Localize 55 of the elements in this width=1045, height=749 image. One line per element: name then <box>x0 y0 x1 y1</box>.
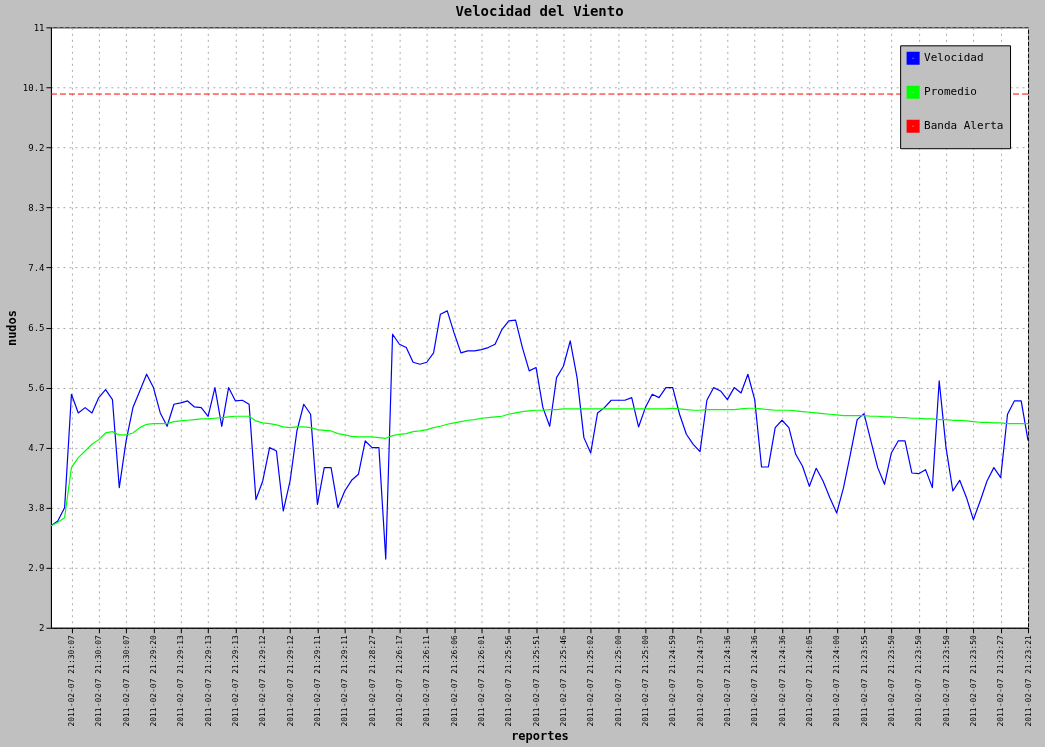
x-tick-label: 2011-02-07 21:24:05 <box>804 635 814 727</box>
x-tick-label: 2011-02-07 21:25:56 <box>504 635 514 727</box>
x-tick-label: 2011-02-07 21:25:00 <box>613 635 623 727</box>
y-tick-label: 6.5 <box>28 323 45 334</box>
x-tick-label: 2011-02-07 21:24:36 <box>722 635 732 727</box>
x-tick-label: 2011-02-07 21:29:13 <box>230 635 240 727</box>
x-tick-label: 2011-02-07 21:29:12 <box>285 635 295 727</box>
x-tick-label: 2011-02-07 21:30:07 <box>94 635 104 727</box>
x-tick-label: 2011-02-07 21:23:50 <box>968 635 978 727</box>
x-tick-label: 2011-02-07 21:24:00 <box>832 635 842 727</box>
line-series <box>50 407 1029 527</box>
legend-label: Velocidad <box>924 51 984 65</box>
x-tick-label: 2011-02-07 21:29:13 <box>203 635 213 727</box>
x-tick-label: 2011-02-07 21:25:51 <box>531 635 541 727</box>
x-tick-label: 2011-02-07 21:25:02 <box>586 635 596 727</box>
x-tick-label: 2011-02-07 21:29:11 <box>340 635 350 727</box>
y-axis-title: nudos <box>4 310 19 347</box>
x-tick-label: 2011-02-07 21:24:37 <box>695 635 705 727</box>
x-tick-label: 2011-02-07 21:23:55 <box>859 635 869 727</box>
x-axis-title: reportes <box>511 728 569 743</box>
x-tick-label: 2011-02-07 21:29:11 <box>312 635 322 727</box>
x-tick-label: 2011-02-07 21:29:20 <box>148 635 158 727</box>
y-tick-label: 4.7 <box>28 443 45 454</box>
y-tick-label: 11 <box>33 22 45 33</box>
legend-label: Promedio <box>924 85 977 99</box>
y-tick-label: 5.6 <box>28 383 45 394</box>
x-tick-label: 2011-02-07 21:25:46 <box>558 635 568 727</box>
x-tick-label: 2011-02-07 21:25:00 <box>640 635 650 727</box>
legend-label: Banda Alerta <box>924 119 1004 133</box>
line-series <box>50 310 1029 560</box>
x-tick-label: 2011-02-07 21:28:27 <box>367 635 377 727</box>
x-tick-label: 2011-02-07 21:23:50 <box>914 635 924 727</box>
x-tick-label: 2011-02-07 21:30:07 <box>66 635 76 727</box>
x-tick-label: 2011-02-07 21:26:01 <box>476 635 486 727</box>
x-tick-label: 2011-02-07 21:24:59 <box>668 635 678 727</box>
x-tick-label: 2011-02-07 21:23:27 <box>996 635 1006 727</box>
x-tick-label: 2011-02-07 21:24:36 <box>777 635 787 727</box>
y-tick-label: 7.4 <box>28 263 45 273</box>
x-tick-label: 2011-02-07 21:26:17 <box>394 635 404 727</box>
chart-title: Velocidad del Viento <box>455 3 624 20</box>
x-tick-label: 2011-02-07 21:29:12 <box>258 635 268 727</box>
x-tick-label: 2011-02-07 21:30:07 <box>121 635 131 727</box>
x-tick-label: 2011-02-07 21:23:50 <box>886 635 896 727</box>
y-tick-label: 3.8 <box>28 503 45 514</box>
x-tick-label: 2011-02-07 21:23:21 <box>1023 635 1033 727</box>
y-tick-label: 2.9 <box>28 563 45 574</box>
y-tick-label: 2 <box>39 623 45 634</box>
x-tick-label: 2011-02-07 21:29:13 <box>176 635 186 727</box>
x-tick-label: 2011-02-07 21:26:06 <box>449 635 459 727</box>
x-tick-label: 2011-02-07 21:26:11 <box>422 635 432 727</box>
y-tick-label: 9.2 <box>28 142 45 153</box>
x-tick-label: 2011-02-07 21:24:36 <box>750 635 760 727</box>
x-tick-label: 2011-02-07 21:23:50 <box>941 635 951 727</box>
y-tick-label: 10.1 <box>22 82 45 93</box>
y-tick-label: 8.3 <box>28 202 45 213</box>
